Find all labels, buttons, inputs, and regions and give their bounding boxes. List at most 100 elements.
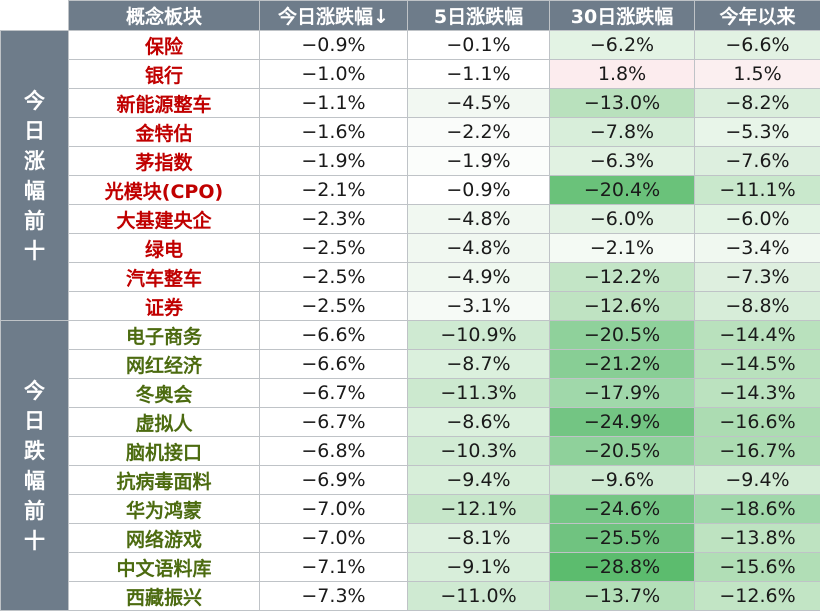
5day-change-cell: −0.1% <box>408 31 550 60</box>
group-label-char: 跌 <box>1 436 68 466</box>
sector-name-cell[interactable]: 网络游戏 <box>69 524 260 553</box>
today-change-cell: −2.5% <box>260 292 408 321</box>
table-row: 脑机接口−6.8%−10.3%−20.5%−16.7% <box>1 437 820 466</box>
5day-change-cell: −1.1% <box>408 60 550 89</box>
ytd-change-cell: −14.4% <box>695 321 820 350</box>
today-change-cell: −6.7% <box>260 379 408 408</box>
5day-change-cell: −8.6% <box>408 408 550 437</box>
30day-change-cell: −6.0% <box>550 205 695 234</box>
sector-name-cell[interactable]: 证券 <box>69 292 260 321</box>
sector-name-cell[interactable]: 电子商务 <box>69 321 260 350</box>
group-label-char: 前 <box>1 206 68 236</box>
5day-change-cell: −12.1% <box>408 495 550 524</box>
sector-name-cell[interactable]: 中文语料库 <box>69 553 260 582</box>
sector-name-cell[interactable]: 银行 <box>69 60 260 89</box>
30day-change-cell: −9.6% <box>550 466 695 495</box>
ytd-change-cell: −7.6% <box>695 147 820 176</box>
today-change-cell: −1.9% <box>260 147 408 176</box>
table-row: 光模块(CPO)−2.1%−0.9%−20.4%−11.1% <box>1 176 820 205</box>
group-label-char: 涨 <box>1 146 68 176</box>
5day-change-cell: −3.1% <box>408 292 550 321</box>
table-row: 今日涨幅前十保险−0.9%−0.1%−6.2%−6.6% <box>1 31 820 60</box>
5day-change-cell: −4.8% <box>408 234 550 263</box>
sector-name-cell[interactable]: 抗病毒面料 <box>69 466 260 495</box>
table-row: 证券−2.5%−3.1%−12.6%−8.8% <box>1 292 820 321</box>
sector-name-cell[interactable]: 脑机接口 <box>69 437 260 466</box>
5day-change-cell: −1.9% <box>408 147 550 176</box>
sector-name-cell[interactable]: 西藏振兴 <box>69 582 260 611</box>
corner-cell <box>1 1 69 31</box>
ytd-change-cell: −18.6% <box>695 495 820 524</box>
group-label-top-gainers: 今日涨幅前十 <box>1 31 69 321</box>
sector-name-cell[interactable]: 光模块(CPO) <box>69 176 260 205</box>
30day-change-cell: −20.5% <box>550 321 695 350</box>
column-header-today-change[interactable]: 今日涨跌幅↓ <box>260 1 408 31</box>
today-change-cell: −2.5% <box>260 263 408 292</box>
table-body: 今日涨幅前十保险−0.9%−0.1%−6.2%−6.6%银行−1.0%−1.1%… <box>1 31 820 611</box>
header-row: 概念板块 今日涨跌幅↓ 5日涨跌幅 30日涨跌幅 今年以来 <box>1 1 820 31</box>
group-label-char: 日 <box>1 406 68 436</box>
5day-change-cell: −10.9% <box>408 321 550 350</box>
5day-change-cell: −10.3% <box>408 437 550 466</box>
group-label-char: 今 <box>1 376 68 406</box>
sector-name-cell[interactable]: 新能源整车 <box>69 89 260 118</box>
5day-change-cell: −9.4% <box>408 466 550 495</box>
sector-name-cell[interactable]: 网红经济 <box>69 350 260 379</box>
column-header-30day-change[interactable]: 30日涨跌幅 <box>550 1 695 31</box>
sector-name-cell[interactable]: 大基建央企 <box>69 205 260 234</box>
5day-change-cell: −4.9% <box>408 263 550 292</box>
ytd-change-cell: −15.6% <box>695 553 820 582</box>
table-row: 绿电−2.5%−4.8%−2.1%−3.4% <box>1 234 820 263</box>
group-label-char: 幅 <box>1 466 68 496</box>
5day-change-cell: −11.0% <box>408 582 550 611</box>
sector-name-cell[interactable]: 茅指数 <box>69 147 260 176</box>
sector-name-cell[interactable]: 保险 <box>69 31 260 60</box>
today-change-cell: −0.9% <box>260 31 408 60</box>
table-row: 新能源整车−1.1%−4.5%−13.0%−8.2% <box>1 89 820 118</box>
today-change-cell: −1.1% <box>260 89 408 118</box>
table-row: 网红经济−6.6%−8.7%−21.2%−14.5% <box>1 350 820 379</box>
today-change-cell: −7.1% <box>260 553 408 582</box>
table-row: 虚拟人−6.7%−8.6%−24.9%−16.6% <box>1 408 820 437</box>
group-label-char: 前 <box>1 496 68 526</box>
table-row: 网络游戏−7.0%−8.1%−25.5%−13.8% <box>1 524 820 553</box>
30day-change-cell: −25.5% <box>550 524 695 553</box>
30day-change-cell: −20.5% <box>550 437 695 466</box>
sector-name-cell[interactable]: 汽车整车 <box>69 263 260 292</box>
column-header-sector[interactable]: 概念板块 <box>69 1 260 31</box>
30day-change-cell: −7.8% <box>550 118 695 147</box>
sector-name-cell[interactable]: 冬奥会 <box>69 379 260 408</box>
30day-change-cell: −24.9% <box>550 408 695 437</box>
today-change-cell: −6.6% <box>260 321 408 350</box>
30day-change-cell: −12.2% <box>550 263 695 292</box>
ytd-change-cell: −16.6% <box>695 408 820 437</box>
30day-change-cell: −2.1% <box>550 234 695 263</box>
today-change-cell: −1.6% <box>260 118 408 147</box>
today-change-cell: −7.0% <box>260 495 408 524</box>
sector-name-cell[interactable]: 绿电 <box>69 234 260 263</box>
5day-change-cell: −8.1% <box>408 524 550 553</box>
ytd-change-cell: −14.5% <box>695 350 820 379</box>
30day-change-cell: −12.6% <box>550 292 695 321</box>
group-label-char: 十 <box>1 526 68 556</box>
today-change-cell: −2.5% <box>260 234 408 263</box>
sector-name-cell[interactable]: 华为鸿蒙 <box>69 495 260 524</box>
5day-change-cell: −11.3% <box>408 379 550 408</box>
group-label-char: 日 <box>1 116 68 146</box>
table-row: 西藏振兴−7.3%−11.0%−13.7%−12.6% <box>1 582 820 611</box>
today-change-cell: −1.0% <box>260 60 408 89</box>
column-header-5day-change[interactable]: 5日涨跌幅 <box>408 1 550 31</box>
today-change-cell: −6.7% <box>260 408 408 437</box>
sector-name-cell[interactable]: 金特估 <box>69 118 260 147</box>
ytd-change-cell: −9.4% <box>695 466 820 495</box>
ytd-change-cell: −12.6% <box>695 582 820 611</box>
column-header-ytd-change[interactable]: 今年以来 <box>695 1 820 31</box>
30day-change-cell: −21.2% <box>550 350 695 379</box>
30day-change-cell: 1.8% <box>550 60 695 89</box>
table-row: 中文语料库−7.1%−9.1%−28.8%−15.6% <box>1 553 820 582</box>
5day-change-cell: −9.1% <box>408 553 550 582</box>
table-row: 茅指数−1.9%−1.9%−6.3%−7.6% <box>1 147 820 176</box>
today-change-cell: −6.9% <box>260 466 408 495</box>
sector-name-cell[interactable]: 虚拟人 <box>69 408 260 437</box>
table-row: 金特估−1.6%−2.2%−7.8%−5.3% <box>1 118 820 147</box>
